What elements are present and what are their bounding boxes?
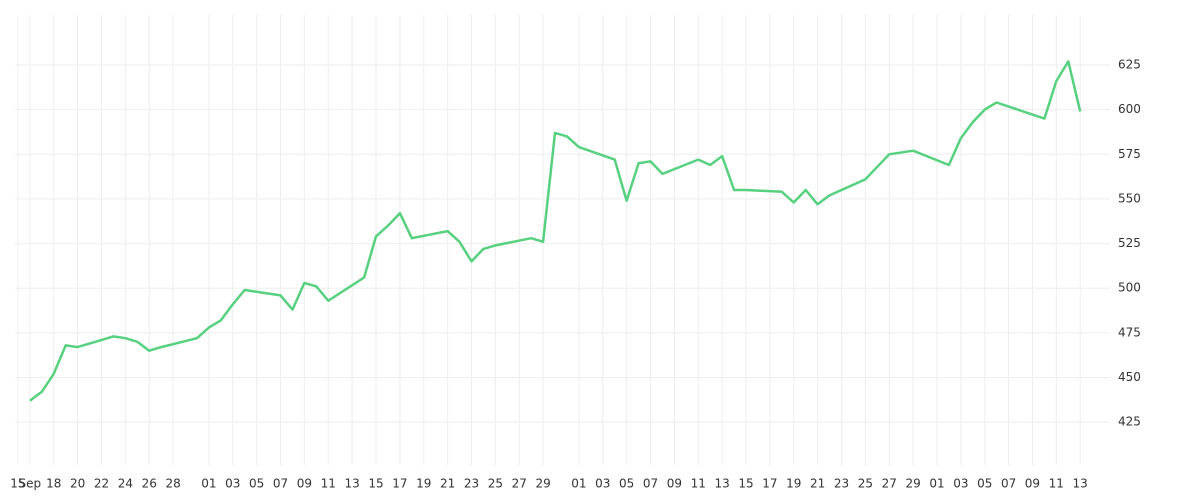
x-tick-label: 29: [905, 477, 920, 491]
x-tick-label: 24: [118, 477, 133, 491]
x-tick-label: 13: [1073, 477, 1088, 491]
x-tick-label: 23: [464, 477, 479, 491]
x-tick-label: 01: [929, 477, 944, 491]
x-tick-label: 29: [535, 477, 550, 491]
x-tick-label: 13: [714, 477, 729, 491]
x-tick-label: 27: [512, 477, 527, 491]
x-tick-label: 03: [595, 477, 610, 491]
x-tick-label: 25: [858, 477, 873, 491]
x-tick-label: 05: [249, 477, 264, 491]
x-tick-label: 28: [165, 477, 180, 491]
y-tick-label: 500: [1118, 281, 1141, 295]
x-tick-label: 09: [1025, 477, 1040, 491]
x-tick-label: 21: [810, 477, 825, 491]
x-tick-label: 07: [273, 477, 288, 491]
y-tick-label: 575: [1118, 147, 1141, 161]
x-tick-label: 27: [882, 477, 897, 491]
x-tick-label: 19: [786, 477, 801, 491]
y-tick-label: 450: [1118, 370, 1141, 384]
x-tick-label: 13: [344, 477, 359, 491]
x-tick-label: 11: [691, 477, 706, 491]
x-tick-label: 15: [738, 477, 753, 491]
x-tick-label: 01: [571, 477, 586, 491]
x-tick-label: 01: [201, 477, 216, 491]
y-tick-label: 600: [1118, 102, 1141, 116]
x-tick-label: 05: [619, 477, 634, 491]
x-tick-label: 26: [142, 477, 157, 491]
x-tick-label: 23: [834, 477, 849, 491]
x-tick-label: 11: [1049, 477, 1064, 491]
x-tick-label: 11: [321, 477, 336, 491]
x-tick-label: 07: [1001, 477, 1016, 491]
x-tick-label: 20: [70, 477, 85, 491]
line-series: [29, 60, 1082, 402]
x-tick-label: 03: [225, 477, 240, 491]
y-tick-label: 625: [1118, 58, 1141, 72]
x-tick-label: 17: [762, 477, 777, 491]
x-tick-label: 15: [10, 477, 25, 491]
x-tick-label: 21: [440, 477, 455, 491]
x-tick-label: 25: [488, 477, 503, 491]
x-tick-label: 18: [46, 477, 61, 491]
y-tick-label: 550: [1118, 191, 1141, 205]
x-tick-label: 03: [953, 477, 968, 491]
y-tick-label: 525: [1118, 236, 1141, 250]
x-tick-label: 09: [297, 477, 312, 491]
y-tick-label: 425: [1118, 415, 1141, 429]
x-tick-label: Sep: [19, 477, 42, 491]
x-tick-label: 07: [643, 477, 658, 491]
x-tick-label: 22: [94, 477, 109, 491]
x-tick-label: 09: [667, 477, 682, 491]
x-tick-label: 05: [977, 477, 992, 491]
x-tick-label: 15: [368, 477, 383, 491]
y-tick-label: 475: [1118, 325, 1141, 339]
x-tick-label: 17: [392, 477, 407, 491]
x-tick-label: 19: [416, 477, 431, 491]
